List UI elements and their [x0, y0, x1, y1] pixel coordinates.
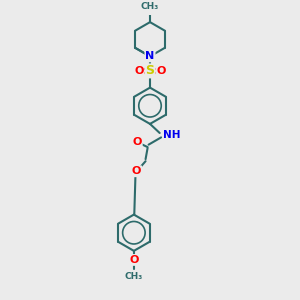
Text: CH₃: CH₃ [125, 272, 143, 281]
Text: N: N [146, 51, 154, 62]
Text: S: S [146, 64, 154, 77]
Text: O: O [156, 66, 166, 76]
Text: CH₃: CH₃ [141, 2, 159, 11]
Text: O: O [132, 166, 141, 176]
Text: O: O [132, 137, 142, 147]
Text: NH: NH [163, 130, 181, 140]
Text: O: O [134, 66, 144, 76]
Text: O: O [129, 255, 139, 265]
